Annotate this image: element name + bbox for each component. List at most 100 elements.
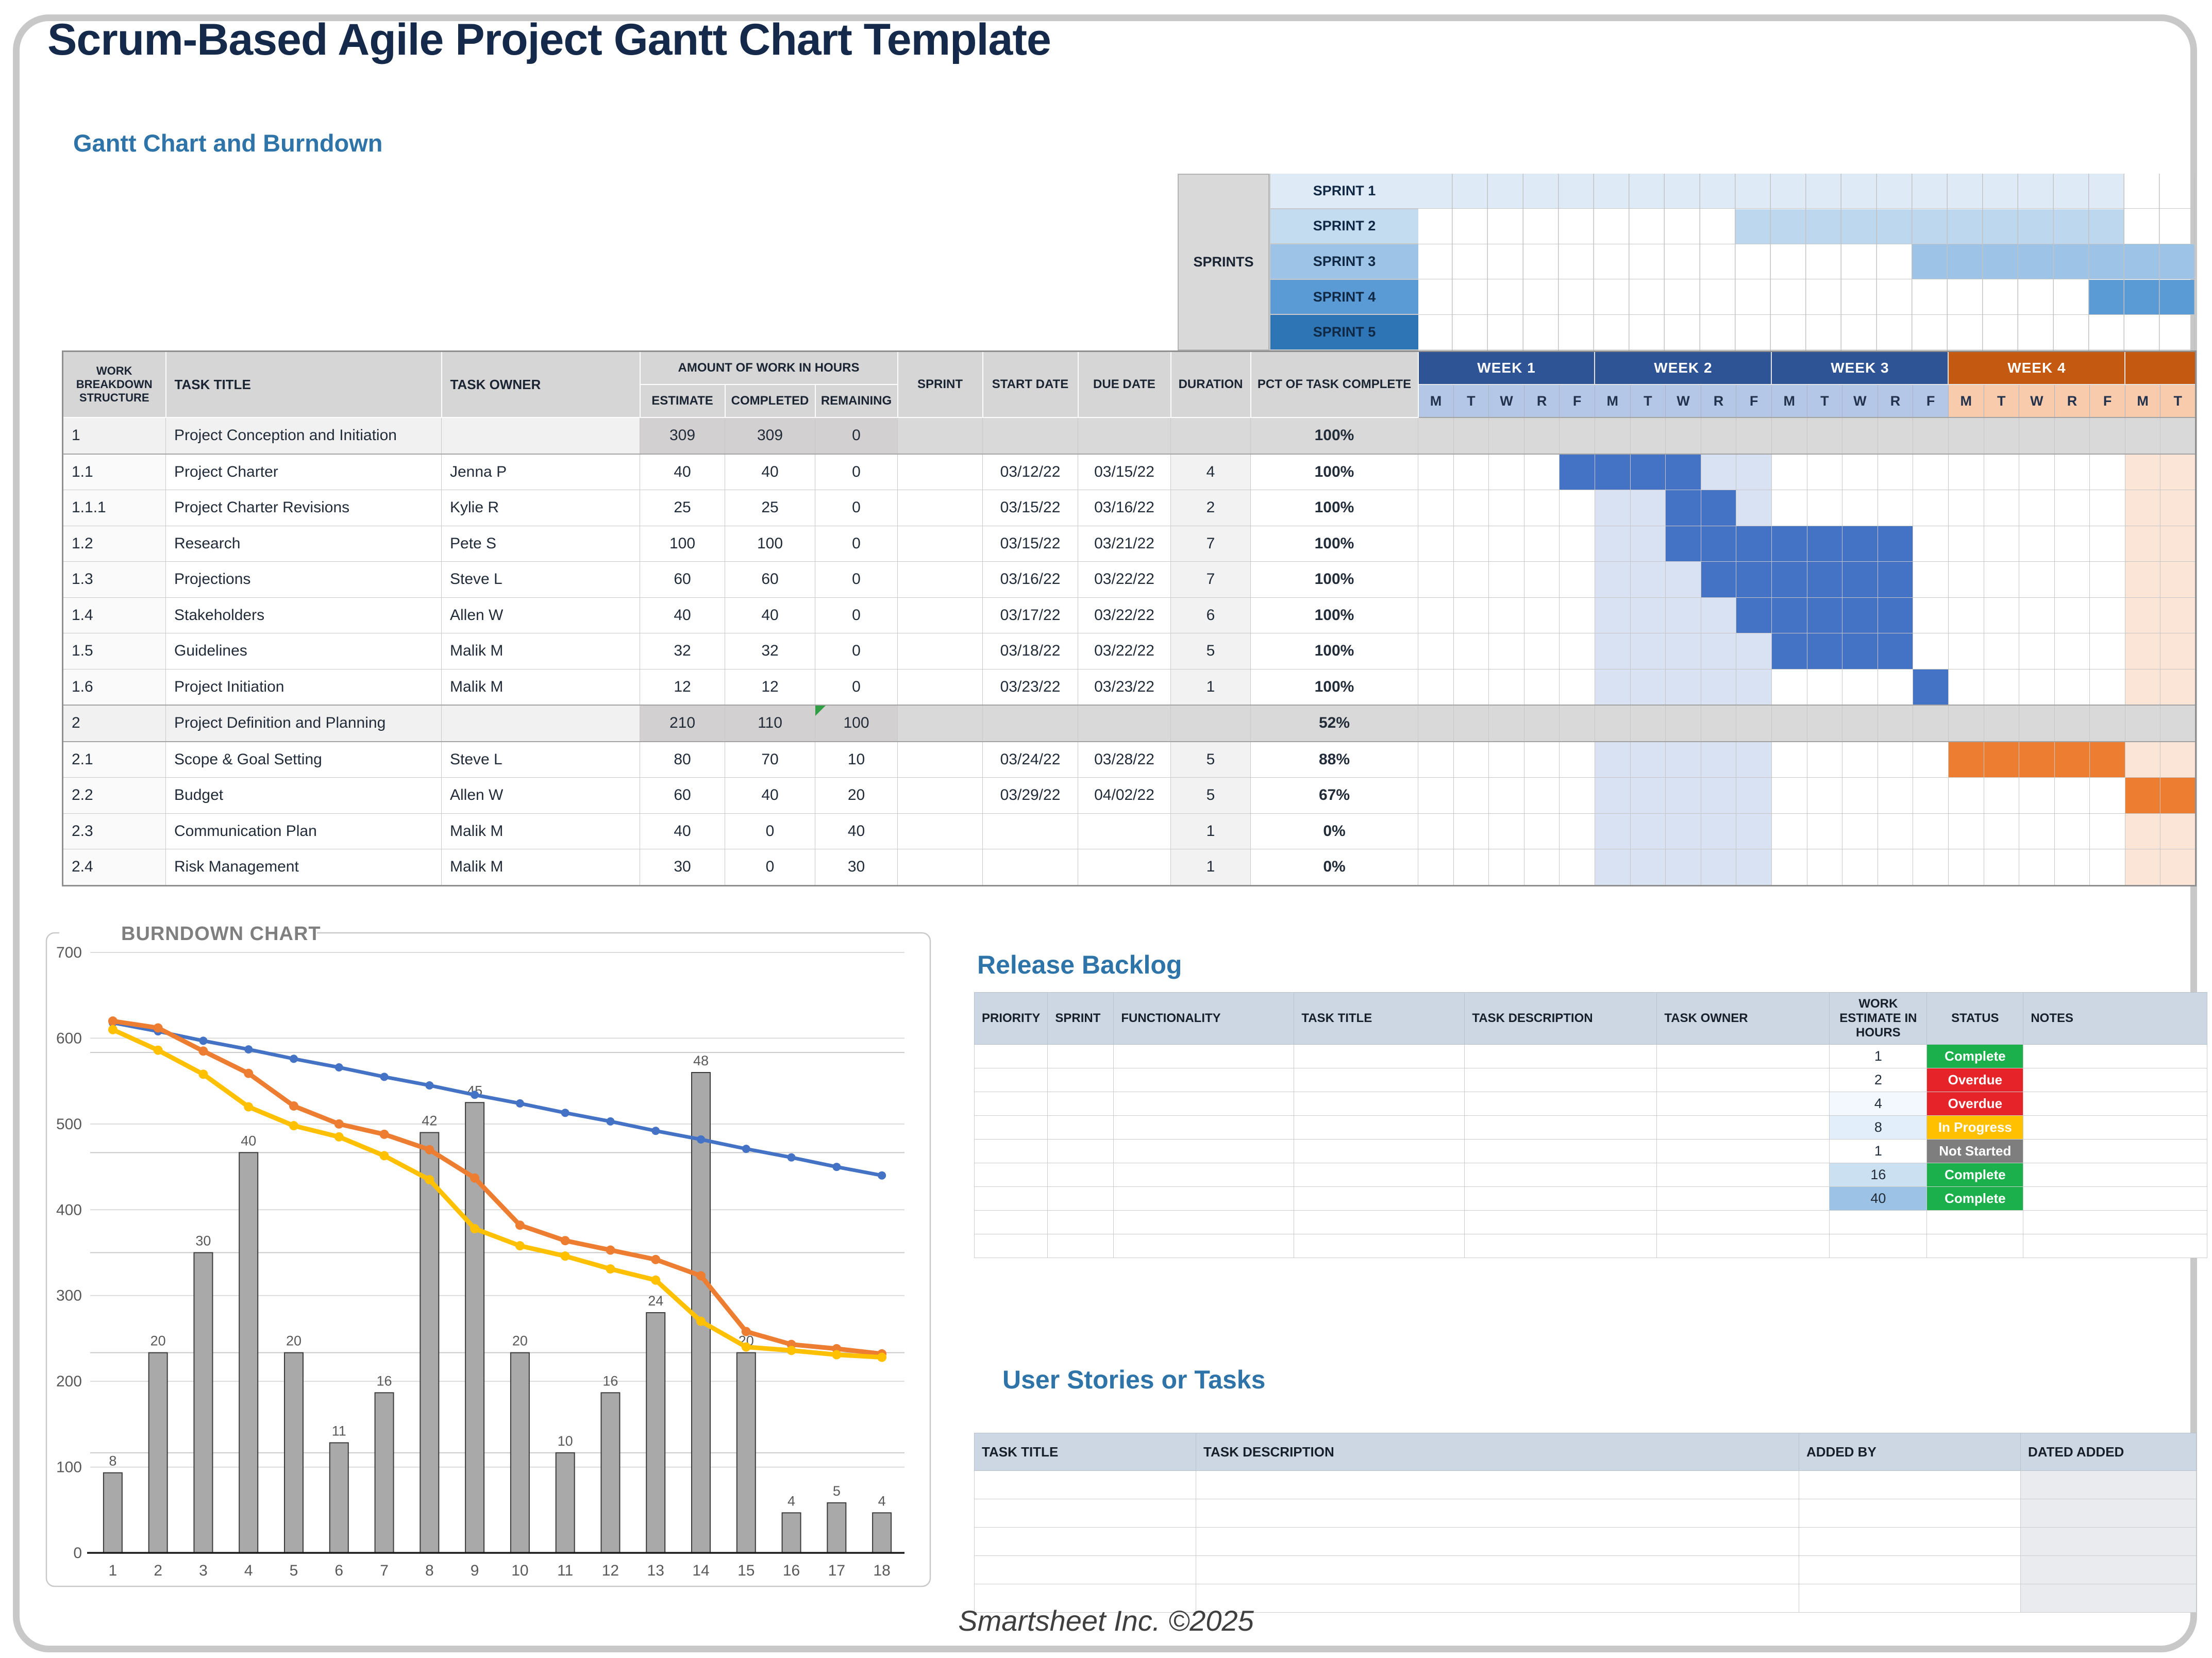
gantt-day-cell[interactable] bbox=[1453, 417, 1489, 455]
gantt-day-cell[interactable] bbox=[1630, 705, 1666, 742]
gantt-day-cell[interactable] bbox=[2054, 525, 2090, 562]
gantt-bar-cell[interactable] bbox=[1736, 561, 1772, 598]
line-yellow-point[interactable] bbox=[470, 1224, 480, 1233]
gantt-day-cell[interactable] bbox=[2160, 417, 2197, 455]
backlog-estimate-cell[interactable]: 8 bbox=[1829, 1115, 1928, 1140]
cell-task-owner[interactable] bbox=[441, 417, 640, 455]
cell-wbs[interactable]: 1.1 bbox=[62, 454, 166, 490]
line-blue-point[interactable] bbox=[697, 1135, 705, 1144]
backlog-notes-cell[interactable] bbox=[2023, 1186, 2208, 1211]
cell-remaining[interactable]: 0 bbox=[815, 525, 898, 562]
cell-estimate[interactable]: 40 bbox=[640, 813, 725, 849]
backlog-status-badge[interactable] bbox=[1926, 1234, 2024, 1258]
gantt-day-cell[interactable] bbox=[1877, 741, 1914, 778]
gantt-day-cell[interactable] bbox=[1913, 813, 1949, 849]
gantt-day-cell[interactable] bbox=[1948, 454, 1984, 490]
cell-pct[interactable]: 100% bbox=[1250, 633, 1418, 669]
gantt-day-cell[interactable] bbox=[2124, 525, 2161, 562]
cell-pct[interactable]: 100% bbox=[1250, 490, 1418, 526]
gantt-day-cell[interactable] bbox=[2054, 561, 2090, 598]
gantt-day-cell[interactable] bbox=[1630, 777, 1666, 814]
gantt-day-cell[interactable] bbox=[2160, 813, 2197, 849]
cell-due-date[interactable]: 03/21/22 bbox=[1078, 525, 1171, 562]
cell-duration[interactable]: 7 bbox=[1170, 561, 1251, 598]
gantt-day-cell[interactable] bbox=[1418, 668, 1454, 706]
cell-start-date[interactable]: 03/15/22 bbox=[982, 490, 1078, 526]
cell-start-date[interactable]: 03/15/22 bbox=[982, 525, 1078, 562]
backlog-notes-cell[interactable] bbox=[2023, 1210, 2208, 1234]
gantt-day-cell[interactable] bbox=[1842, 668, 1878, 706]
gantt-day-cell[interactable] bbox=[1453, 668, 1489, 706]
gantt-bar-cell[interactable] bbox=[2160, 777, 2197, 814]
line-orange-point[interactable] bbox=[153, 1023, 163, 1033]
cell-sprint[interactable] bbox=[897, 417, 983, 455]
gantt-day-cell[interactable] bbox=[2124, 561, 2161, 598]
gantt-bar-cell[interactable] bbox=[1983, 741, 2020, 778]
gantt-day-cell[interactable] bbox=[1736, 454, 1772, 490]
cell-remaining[interactable]: 0 bbox=[815, 633, 898, 669]
gantt-bar-cell[interactable] bbox=[2089, 741, 2125, 778]
line-yellow-point[interactable] bbox=[832, 1350, 842, 1360]
gantt-day-cell[interactable] bbox=[1913, 454, 1949, 490]
line-blue-point[interactable] bbox=[290, 1054, 298, 1063]
gantt-day-cell[interactable] bbox=[1665, 668, 1701, 706]
gantt-day-cell[interactable] bbox=[1665, 561, 1701, 598]
line-yellow-point[interactable] bbox=[108, 1025, 118, 1034]
cell-task-owner[interactable]: Jenna P bbox=[441, 454, 640, 490]
line-orange-point[interactable] bbox=[470, 1173, 480, 1183]
gantt-day-cell[interactable] bbox=[2160, 597, 2197, 633]
line-yellow-point[interactable] bbox=[560, 1251, 570, 1261]
cell-estimate[interactable]: 100 bbox=[640, 525, 725, 562]
gantt-day-cell[interactable] bbox=[2019, 597, 2055, 633]
backlog-cell[interactable] bbox=[1294, 1210, 1465, 1234]
gantt-day-cell[interactable] bbox=[1523, 454, 1560, 490]
backlog-cell[interactable] bbox=[1464, 1068, 1657, 1092]
gantt-day-cell[interactable] bbox=[2089, 813, 2125, 849]
line-orange-point[interactable] bbox=[198, 1046, 208, 1056]
cell-estimate[interactable]: 40 bbox=[640, 454, 725, 490]
gantt-day-cell[interactable] bbox=[1736, 849, 1772, 886]
gantt-day-cell[interactable] bbox=[1842, 741, 1878, 778]
gantt-bar-cell[interactable] bbox=[1665, 490, 1701, 526]
gantt-day-cell[interactable] bbox=[1983, 417, 2020, 455]
backlog-notes-cell[interactable] bbox=[2023, 1139, 2208, 1163]
cell-due-date[interactable] bbox=[1078, 705, 1171, 742]
gantt-day-cell[interactable] bbox=[1665, 741, 1701, 778]
gantt-day-cell[interactable] bbox=[2160, 668, 2197, 706]
gantt-day-cell[interactable] bbox=[1983, 561, 2020, 598]
line-yellow-point[interactable] bbox=[877, 1352, 887, 1362]
cell-wbs[interactable]: 1.6 bbox=[62, 668, 166, 706]
bar[interactable] bbox=[555, 1452, 575, 1554]
gantt-day-cell[interactable] bbox=[1523, 417, 1560, 455]
gantt-day-cell[interactable] bbox=[1877, 705, 1914, 742]
stories-cell[interactable] bbox=[2020, 1470, 2197, 1499]
bar[interactable] bbox=[646, 1312, 666, 1553]
sprint-label[interactable]: SPRINT 2 bbox=[1269, 209, 1418, 245]
cell-start-date[interactable] bbox=[982, 417, 1078, 455]
gantt-day-cell[interactable] bbox=[1418, 633, 1454, 669]
gantt-day-cell[interactable] bbox=[1842, 813, 1878, 849]
backlog-notes-cell[interactable] bbox=[2023, 1234, 2208, 1258]
gantt-day-cell[interactable] bbox=[2019, 525, 2055, 562]
sprint-bar[interactable] bbox=[2089, 279, 2196, 314]
line-blue-point[interactable] bbox=[334, 1063, 343, 1072]
cell-remaining[interactable]: 30 bbox=[815, 849, 898, 886]
sprint-label[interactable]: SPRINT 5 bbox=[1269, 315, 1418, 350]
gantt-day-cell[interactable] bbox=[1948, 417, 1984, 455]
gantt-day-cell[interactable] bbox=[1806, 705, 1843, 742]
gantt-bar-cell[interactable] bbox=[1913, 668, 1949, 706]
gantt-day-cell[interactable] bbox=[1983, 813, 2020, 849]
bar[interactable] bbox=[465, 1102, 485, 1553]
cell-task-title[interactable]: Research bbox=[165, 525, 442, 562]
cell-sprint[interactable] bbox=[897, 777, 983, 814]
cell-wbs[interactable]: 1.4 bbox=[62, 597, 166, 633]
backlog-cell[interactable] bbox=[1464, 1210, 1657, 1234]
cell-completed[interactable]: 0 bbox=[725, 813, 815, 849]
cell-completed[interactable]: 60 bbox=[725, 561, 815, 598]
line-yellow-point[interactable] bbox=[425, 1175, 434, 1185]
backlog-cell[interactable] bbox=[1113, 1186, 1295, 1211]
gantt-day-cell[interactable] bbox=[2019, 813, 2055, 849]
cell-task-title[interactable]: Project Definition and Planning bbox=[165, 705, 442, 742]
cell-task-title[interactable]: Stakeholders bbox=[165, 597, 442, 633]
cell-remaining[interactable]: 0 bbox=[815, 417, 898, 455]
